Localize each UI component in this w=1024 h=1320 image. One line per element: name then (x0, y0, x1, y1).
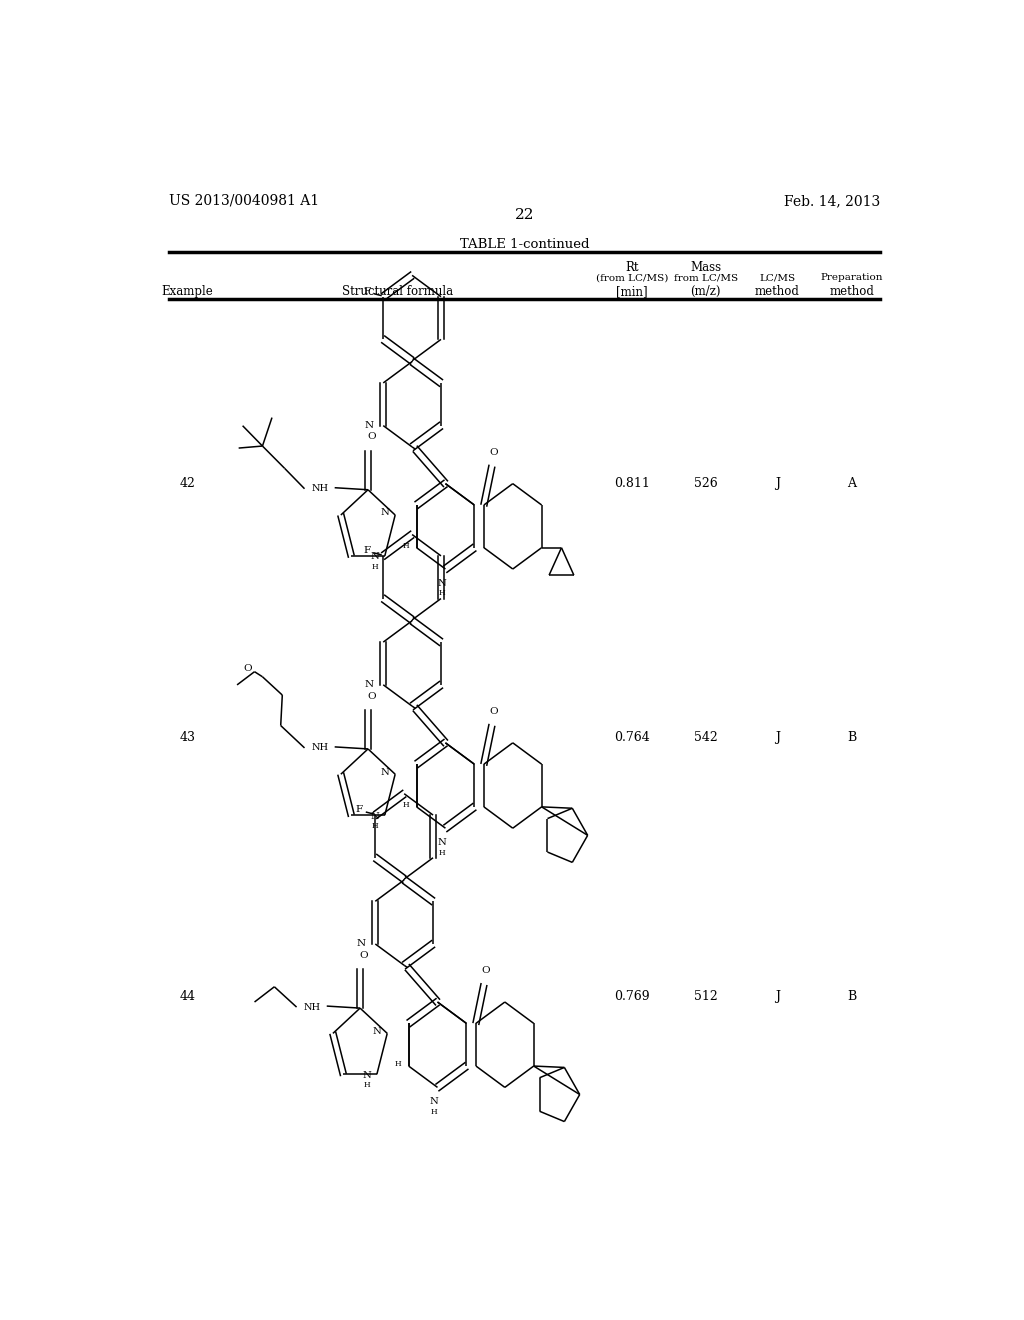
Text: J: J (775, 731, 779, 744)
Text: O: O (481, 966, 489, 975)
Text: H: H (430, 1107, 437, 1115)
Text: Feb. 14, 2013: Feb. 14, 2013 (784, 194, 881, 209)
Text: Preparation: Preparation (820, 273, 883, 282)
Text: J: J (775, 990, 779, 1003)
Text: 512: 512 (694, 990, 718, 1003)
Text: (from LC/MS): (from LC/MS) (596, 273, 668, 282)
Text: 542: 542 (694, 731, 718, 744)
Text: H: H (438, 590, 444, 598)
Text: LC/MS: LC/MS (759, 273, 796, 282)
Text: N: N (437, 838, 445, 847)
Text: F: F (364, 288, 371, 296)
Text: method: method (755, 285, 800, 298)
Text: N: N (370, 553, 379, 561)
Text: H: H (371, 564, 378, 572)
Text: N: N (381, 768, 389, 776)
Text: O: O (359, 950, 369, 960)
Text: H: H (394, 1060, 400, 1068)
Text: N: N (373, 1027, 381, 1036)
Text: (m/z): (m/z) (690, 285, 721, 298)
Text: 22: 22 (515, 209, 535, 222)
Text: 526: 526 (694, 477, 718, 490)
Text: N: N (365, 421, 374, 430)
Text: Example: Example (162, 285, 213, 298)
Text: B: B (847, 731, 856, 744)
Text: O: O (368, 433, 376, 441)
Text: NH: NH (304, 1003, 321, 1011)
Text: O: O (489, 447, 498, 457)
Text: [min]: [min] (616, 285, 648, 298)
Text: H: H (438, 849, 444, 857)
Text: Rt: Rt (626, 261, 639, 275)
Text: US 2013/0040981 A1: US 2013/0040981 A1 (169, 194, 319, 209)
Text: N: N (437, 578, 445, 587)
Text: A: A (847, 477, 856, 490)
Text: H: H (371, 822, 378, 830)
Text: H: H (402, 541, 409, 549)
Text: NH: NH (312, 743, 329, 752)
Text: 43: 43 (179, 731, 196, 744)
Text: 0.769: 0.769 (614, 990, 650, 1003)
Text: N: N (356, 940, 366, 949)
Text: N: N (362, 1071, 371, 1080)
Text: Structural formula: Structural formula (342, 285, 454, 298)
Text: O: O (244, 664, 253, 673)
Text: 0.764: 0.764 (614, 731, 650, 744)
Text: method: method (829, 285, 874, 298)
Text: TABLE 1-continued: TABLE 1-continued (460, 238, 590, 251)
Text: H: H (364, 1081, 370, 1089)
Text: O: O (368, 692, 376, 701)
Text: N: N (365, 680, 374, 689)
Text: NH: NH (312, 484, 329, 494)
Text: N: N (429, 1097, 438, 1106)
Text: O: O (489, 706, 498, 715)
Text: 0.811: 0.811 (614, 477, 650, 490)
Text: H: H (402, 801, 409, 809)
Text: F: F (364, 546, 371, 556)
Text: 44: 44 (179, 990, 196, 1003)
Text: Mass: Mass (690, 261, 721, 275)
Text: F: F (356, 805, 362, 814)
Text: from LC/MS: from LC/MS (674, 273, 738, 282)
Text: N: N (370, 812, 379, 821)
Text: B: B (847, 990, 856, 1003)
Text: N: N (381, 508, 389, 517)
Text: J: J (775, 477, 779, 490)
Text: 42: 42 (179, 477, 196, 490)
